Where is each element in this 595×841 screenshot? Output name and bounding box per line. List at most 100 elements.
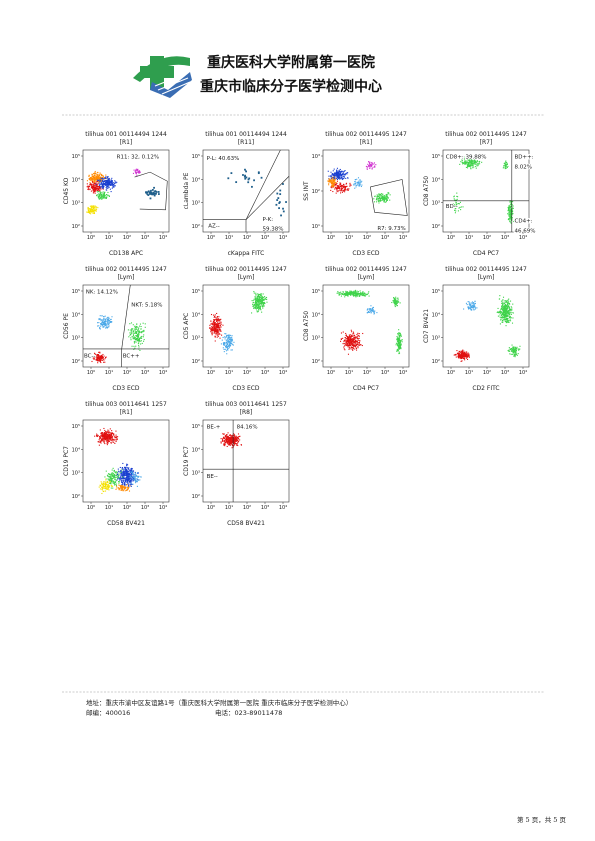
event-dot — [126, 464, 128, 466]
event-dot — [224, 333, 226, 335]
event-dot — [342, 178, 344, 180]
event-dot — [225, 345, 227, 347]
event-dot — [141, 331, 143, 333]
event-dot — [396, 343, 399, 345]
event-dot — [232, 344, 234, 346]
event-dot — [342, 173, 344, 175]
event-dot — [112, 475, 114, 477]
event-dot — [475, 165, 477, 168]
x-tick-label: 10¹ — [105, 370, 113, 376]
y-tick-label: 10² — [72, 224, 80, 230]
event-dot — [138, 171, 141, 173]
event-dot — [353, 334, 355, 336]
event-dot — [102, 435, 104, 437]
event-dot — [339, 182, 341, 184]
event-dot — [99, 488, 102, 490]
event-dot — [463, 308, 465, 310]
event-dot — [453, 196, 455, 198]
event-dot — [130, 337, 132, 339]
event-dot — [97, 357, 99, 359]
y-tick-label: 10⁴ — [192, 312, 200, 318]
event-dot — [350, 343, 352, 345]
event-dot — [106, 318, 108, 320]
event-dot — [217, 331, 219, 333]
event-dot — [510, 213, 512, 215]
event-dot — [123, 485, 125, 487]
event-dot — [510, 353, 512, 355]
event-dot — [108, 478, 110, 480]
event-dot — [136, 328, 138, 331]
event-dot — [94, 188, 96, 190]
event-dot — [336, 178, 339, 181]
event-dot — [134, 328, 136, 331]
event-dot — [95, 187, 97, 189]
event-dot — [93, 206, 95, 208]
event-dot — [231, 339, 233, 341]
event-dot — [370, 305, 372, 307]
x-tick-label: 10¹ — [345, 370, 353, 376]
event-dot — [507, 302, 509, 304]
event-dot — [503, 305, 505, 307]
event-dot — [220, 318, 222, 320]
event-dot — [397, 350, 399, 352]
event-dot — [257, 297, 259, 299]
event-dot — [107, 480, 109, 482]
event-dot — [510, 206, 512, 208]
event-dot — [101, 433, 103, 435]
event-dot — [228, 341, 230, 343]
event-dot — [105, 356, 107, 358]
event-dot — [501, 302, 504, 304]
event-dot — [344, 345, 346, 347]
event-dot — [398, 351, 400, 353]
event-dot — [263, 299, 265, 302]
event-dot — [506, 305, 508, 308]
event-dot — [97, 175, 99, 177]
event-dot — [106, 433, 108, 435]
event-dot — [386, 198, 388, 200]
event-dot — [356, 182, 358, 184]
event-dot — [93, 212, 96, 215]
event-dot — [133, 342, 136, 344]
y-axis-label: SS INT — [303, 181, 310, 201]
event-dot — [505, 164, 507, 166]
y-tick-label: 10⁴ — [72, 312, 80, 318]
event-dot — [230, 172, 233, 175]
event-dot — [229, 345, 232, 347]
event-dot — [355, 344, 357, 346]
event-dot — [215, 323, 217, 325]
event-dot — [331, 177, 333, 179]
event-dot — [108, 437, 110, 439]
event-dot — [214, 323, 216, 325]
event-dot — [498, 311, 500, 313]
event-dot — [355, 346, 357, 348]
event-dot — [258, 309, 260, 311]
event-dot — [335, 173, 337, 175]
event-dot — [395, 296, 397, 298]
event-dot — [336, 180, 339, 182]
event-dot — [123, 483, 126, 486]
event-dot — [511, 307, 513, 309]
event-dot — [131, 469, 133, 471]
event-dot — [97, 191, 100, 193]
event-dot — [510, 209, 512, 211]
event-dot — [285, 201, 287, 203]
event-dot — [329, 175, 331, 177]
event-dot — [355, 295, 357, 297]
event-dot — [100, 438, 102, 440]
event-dot — [105, 180, 107, 182]
event-dot — [118, 474, 120, 476]
event-dot — [332, 170, 334, 172]
event-dot — [499, 323, 501, 325]
event-dot — [218, 319, 220, 321]
event-dot — [97, 359, 99, 361]
event-dot — [473, 166, 475, 168]
event-dot — [352, 294, 354, 296]
event-dot — [118, 481, 120, 483]
event-dot — [132, 475, 134, 477]
event-dot — [340, 338, 342, 340]
event-dot — [455, 202, 457, 204]
event-dot — [458, 356, 460, 358]
event-dot — [130, 339, 132, 341]
event-dot — [474, 160, 476, 162]
event-dot — [131, 335, 133, 337]
